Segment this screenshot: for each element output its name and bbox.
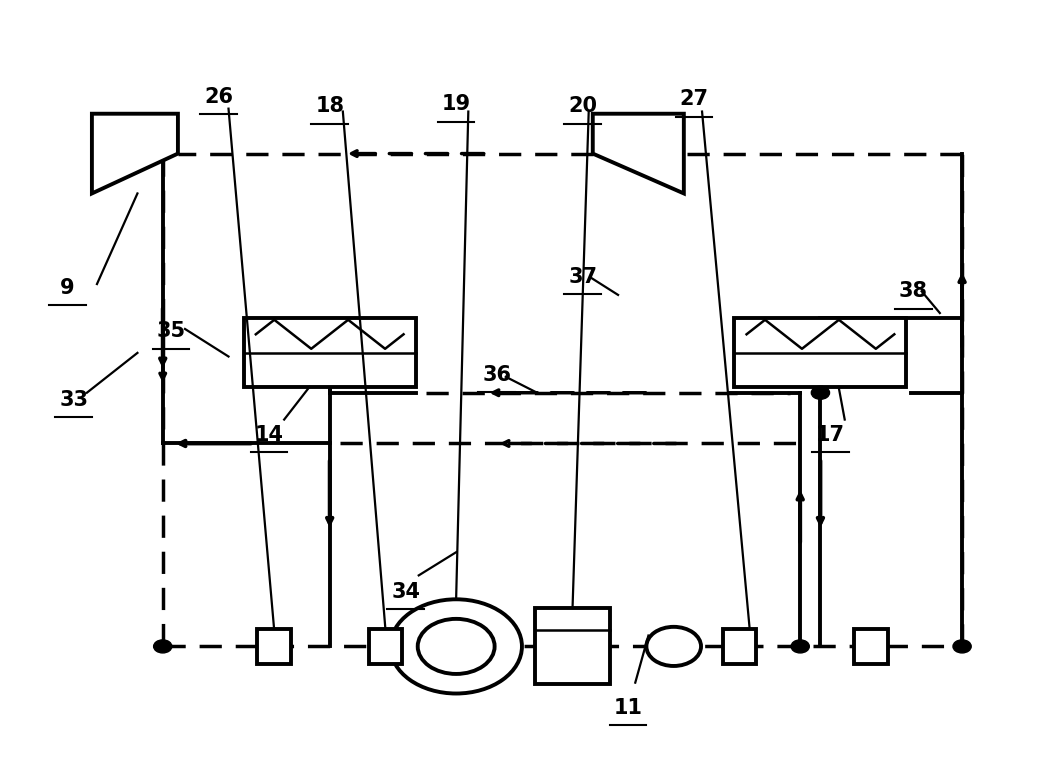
Circle shape	[792, 640, 809, 653]
Circle shape	[953, 640, 971, 653]
Text: 18: 18	[315, 96, 345, 116]
Bar	[855, 629, 887, 664]
Polygon shape	[592, 113, 684, 194]
Text: 11: 11	[613, 698, 643, 718]
Text: 27: 27	[680, 89, 708, 109]
Text: 34: 34	[391, 582, 421, 602]
Text: 37: 37	[568, 267, 598, 287]
Text: 14: 14	[254, 425, 284, 445]
Text: 35: 35	[156, 322, 186, 341]
Circle shape	[390, 599, 522, 694]
Text: 26: 26	[203, 87, 233, 107]
Circle shape	[154, 640, 172, 653]
Text: 17: 17	[816, 425, 845, 445]
Text: 19: 19	[442, 94, 471, 114]
Bar	[534, 608, 610, 685]
Bar	[723, 629, 756, 664]
Bar	[369, 629, 402, 664]
Text: 33: 33	[59, 390, 89, 410]
Polygon shape	[92, 113, 178, 194]
Bar	[735, 318, 906, 387]
Bar	[257, 629, 291, 664]
Circle shape	[417, 619, 494, 674]
Text: 20: 20	[568, 96, 598, 116]
Circle shape	[812, 386, 829, 399]
Circle shape	[646, 627, 701, 666]
Bar	[243, 318, 415, 387]
Text: 36: 36	[482, 365, 511, 385]
Text: 9: 9	[60, 278, 75, 298]
Text: 38: 38	[899, 281, 928, 301]
